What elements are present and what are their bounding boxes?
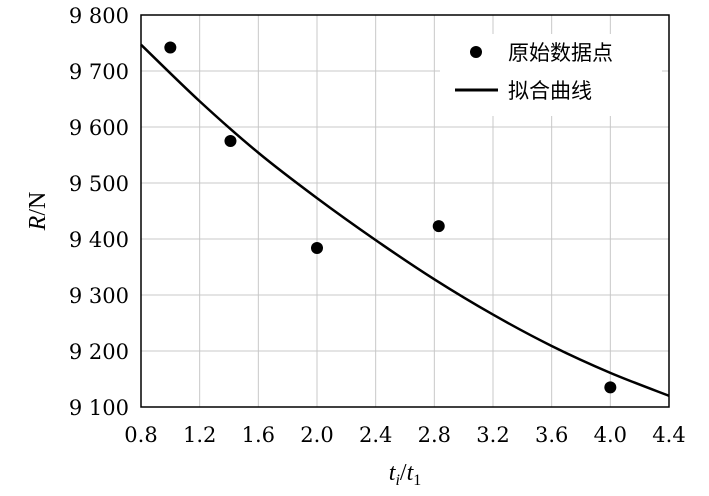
- x-tick-label: 1.2: [183, 423, 216, 447]
- x-tick-label: 0.8: [124, 423, 157, 447]
- y-axis-label-unit: /N: [25, 192, 51, 216]
- y-tick-label: 9 100: [69, 396, 129, 420]
- y-tick-labels: 9 100 9 200 9 300 9 400 9 500 9 600 9 700 9 800: [69, 4, 129, 420]
- x-tick-label: 2.8: [418, 423, 451, 447]
- plot-frame: [140, 14, 670, 408]
- y-tick-label: 9 500: [69, 172, 129, 196]
- legend-label-line: 拟合曲线: [508, 79, 592, 103]
- y-tick-label: 9 300: [69, 284, 129, 308]
- x-axis-label-sub-i: i: [395, 472, 399, 489]
- legend: 原始数据点 拟合曲线: [440, 34, 662, 116]
- x-axis-label-t: t: [389, 460, 397, 486]
- x-axis-label-slash: /: [400, 460, 407, 486]
- fitted-curve-layer: [140, 43, 670, 397]
- fitted-curve: [140, 43, 670, 397]
- data-point: [432, 220, 445, 233]
- x-axis-label-sub-1: 1: [413, 472, 421, 489]
- data-point: [164, 41, 177, 54]
- data-point: [224, 135, 237, 147]
- x-tick-labels: 0.8 1.2 1.6 2.0 2.4 2.8 3.2 3.6 4.0 4.4: [124, 423, 685, 447]
- legend-label-points: 原始数据点: [508, 41, 613, 65]
- x-tick-label: 2.4: [359, 423, 392, 447]
- legend-marker-points: [470, 46, 482, 58]
- x-tick-label: 1.6: [242, 423, 275, 447]
- data-point: [604, 381, 617, 394]
- x-tick-label: 3.6: [535, 423, 568, 447]
- x-tick-label: 4.0: [594, 423, 627, 447]
- y-tick-label: 9 600: [69, 116, 129, 140]
- x-axis-label-t2: t: [407, 460, 415, 486]
- x-tick-label: 2.0: [300, 423, 333, 447]
- x-axis-label: ti/t1: [389, 460, 421, 489]
- x-tick-label: 3.2: [476, 423, 509, 447]
- y-axis-label-symbol: R: [25, 215, 51, 231]
- data-points-layer: [164, 41, 617, 394]
- y-tick-label: 9 700: [69, 60, 129, 84]
- data-point: [311, 241, 323, 254]
- x-tick-label: 4.4: [652, 423, 685, 447]
- y-tick-label: 9 200: [69, 340, 129, 364]
- y-axis-label: R/N: [25, 192, 51, 232]
- y-tick-label: 9 400: [69, 228, 129, 252]
- y-tick-label: 9 800: [69, 4, 129, 28]
